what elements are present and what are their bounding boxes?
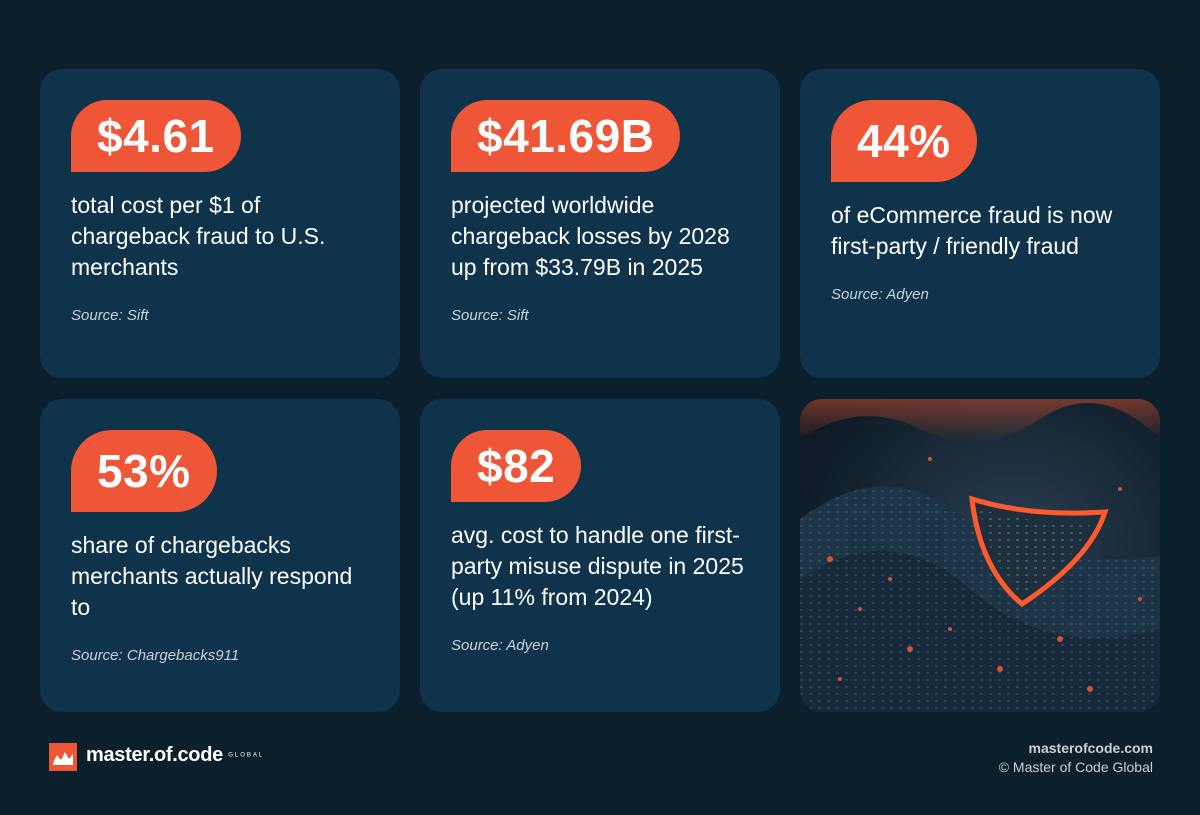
stat-source: Source: Sift bbox=[71, 307, 149, 324]
stat-text: total cost per $1 of chargeback fraud to… bbox=[71, 192, 326, 280]
stat-card: 53% share of chargebacks merchants actua… bbox=[40, 399, 400, 712]
stat-badge: $4.61 bbox=[71, 100, 241, 172]
stat-source: Source: Adyen bbox=[831, 286, 929, 303]
brand: master.of.code GLOBAL bbox=[86, 744, 264, 767]
stat-card: $4.61 total cost per $1 of chargeback fr… bbox=[40, 69, 400, 378]
stat-source: Source: Sift bbox=[451, 307, 529, 324]
stat-text: share of chargebacks merchants actually … bbox=[71, 532, 353, 620]
stat-text: projected worldwide chargeback losses by… bbox=[451, 192, 730, 280]
copyright: © Master of Code Global bbox=[998, 759, 1153, 775]
illustration bbox=[800, 399, 1160, 712]
stat-badge: 53% bbox=[71, 430, 217, 512]
stat-badge: 44% bbox=[831, 100, 977, 182]
stat-source: Source: Adyen bbox=[451, 637, 549, 654]
brand-name: master.of.code bbox=[86, 744, 223, 766]
stat-card: $41.69B projected worldwide chargeback l… bbox=[420, 69, 780, 378]
brand-suffix: GLOBAL bbox=[228, 752, 265, 759]
stat-source: Source: Chargebacks911 bbox=[71, 647, 240, 664]
site: masterofcode.com bbox=[1028, 740, 1153, 756]
stat-text: avg. cost to handle one first-party misu… bbox=[451, 522, 744, 610]
stat-badge: $41.69B bbox=[451, 100, 681, 172]
footer-info: masterofcode.com © Master of Code Global bbox=[999, 739, 1153, 777]
stat-card: $82 avg. cost to handle one first-party … bbox=[420, 399, 780, 712]
logo-icon bbox=[49, 743, 77, 771]
stat-card: 44% of eCommerce fraud is now first-part… bbox=[800, 69, 1160, 378]
stat-text: of eCommerce fraud is now first-party / … bbox=[831, 202, 1113, 259]
stat-badge: $82 bbox=[451, 430, 582, 502]
